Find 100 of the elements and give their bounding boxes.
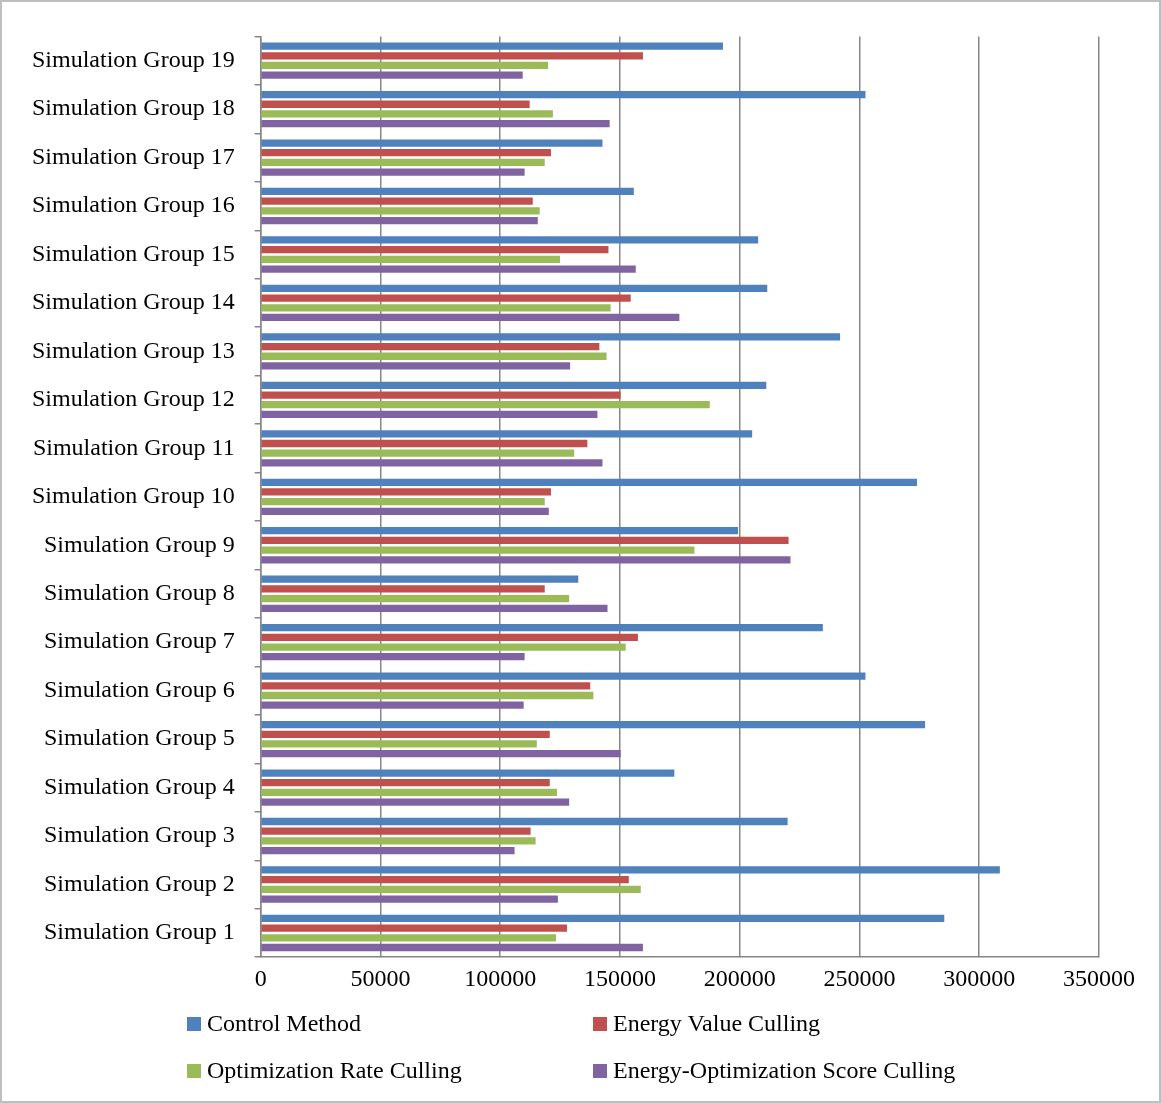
bar — [261, 478, 917, 486]
x-tick-label: 100000 — [464, 964, 537, 991]
bar — [261, 139, 603, 147]
bar — [261, 236, 759, 244]
y-tick-label: Simulation Group 13 — [31, 336, 235, 363]
x-tick-label: 250000 — [823, 964, 896, 991]
x-tick-label: 150000 — [583, 964, 656, 991]
y-tick-label: Simulation Group 5 — [43, 724, 235, 751]
y-tick-label: Simulation Group 3 — [43, 821, 235, 848]
bar — [261, 304, 611, 312]
bar — [261, 90, 866, 99]
bar — [261, 633, 638, 641]
bar — [261, 430, 753, 438]
y-tick-label: Simulation Group 14 — [31, 288, 235, 315]
bar — [261, 61, 549, 70]
y-tick-label: Simulation Group 4 — [43, 772, 235, 799]
bar — [261, 769, 675, 777]
y-tick-label: Simulation Group 1 — [43, 918, 235, 945]
bar — [261, 168, 525, 176]
bar — [261, 653, 525, 661]
y-tick-label: Simulation Group 16 — [31, 191, 235, 218]
y-tick-label: Simulation Group 12 — [31, 385, 235, 412]
legend-label: Control Method — [207, 1010, 361, 1037]
bar — [261, 876, 629, 884]
bar — [261, 817, 788, 826]
bar — [261, 197, 533, 205]
bar — [261, 149, 551, 157]
bar — [261, 381, 767, 389]
bar — [261, 594, 570, 603]
y-tick-label: Simulation Group 6 — [43, 675, 235, 702]
bar — [261, 798, 570, 806]
bar — [261, 682, 591, 690]
bar — [261, 52, 643, 60]
legend-label: Optimization Rate Culling — [207, 1057, 462, 1084]
bar — [261, 120, 610, 128]
bar — [261, 342, 600, 351]
bar — [261, 488, 551, 496]
bar — [261, 934, 556, 942]
bar — [261, 585, 545, 593]
bar — [261, 895, 558, 903]
bar — [261, 575, 579, 583]
y-tick-label: Simulation Group 19 — [31, 45, 235, 72]
y-tick-label: Simulation Group 18 — [31, 94, 235, 121]
bar — [261, 556, 791, 564]
bar — [261, 691, 594, 700]
bar — [261, 459, 603, 467]
bar — [261, 391, 621, 399]
bar — [261, 284, 768, 293]
bar — [261, 313, 680, 322]
bar — [261, 439, 588, 448]
bar — [261, 536, 789, 545]
bar — [261, 730, 550, 738]
y-tick-label: Simulation Group 10 — [31, 482, 235, 509]
bar — [261, 740, 537, 748]
y-tick-label: Simulation Group 17 — [31, 142, 235, 169]
bar — [261, 788, 557, 797]
bar — [261, 750, 621, 758]
bar — [261, 643, 626, 651]
y-tick-label: Simulation Group 15 — [31, 239, 235, 266]
bar — [261, 207, 540, 215]
bar — [261, 216, 538, 225]
bar — [261, 410, 598, 419]
x-tick-label: 50000 — [350, 964, 411, 991]
x-tick-label: 300000 — [943, 964, 1016, 991]
bar — [261, 362, 571, 370]
y-tick-label: Simulation Group 9 — [43, 530, 235, 557]
bar — [261, 71, 523, 79]
x-tick-label: 350000 — [1063, 964, 1135, 991]
bar — [261, 187, 634, 196]
bar — [261, 110, 553, 118]
bar — [261, 100, 530, 108]
bar — [261, 255, 561, 263]
bar — [261, 604, 608, 612]
legend-label: Energy Value Culling — [613, 1010, 821, 1037]
bar — [261, 265, 636, 273]
bar — [261, 827, 531, 835]
bar — [261, 720, 926, 729]
y-tick-label: Simulation Group 8 — [43, 579, 235, 606]
y-tick-label: Simulation Group 11 — [32, 433, 235, 460]
legend-label: Energy-Optimization Score Culling — [613, 1057, 956, 1084]
y-tick-label: Simulation Group 7 — [43, 627, 235, 654]
bar — [261, 701, 524, 709]
bar — [261, 924, 568, 932]
bar — [261, 333, 841, 341]
bar — [261, 42, 723, 50]
bar — [261, 352, 607, 360]
bar — [261, 943, 643, 952]
y-tick-label: Simulation Group 2 — [43, 869, 235, 896]
bar — [261, 885, 641, 893]
bar — [261, 837, 536, 845]
bar — [261, 449, 575, 457]
bar — [261, 527, 739, 535]
bar — [261, 779, 550, 787]
bar — [261, 158, 545, 167]
x-tick-label: 200000 — [703, 964, 776, 991]
bar — [261, 846, 515, 855]
bar — [261, 624, 823, 632]
bar — [261, 498, 545, 506]
bar — [261, 672, 866, 680]
bar — [261, 866, 1000, 874]
